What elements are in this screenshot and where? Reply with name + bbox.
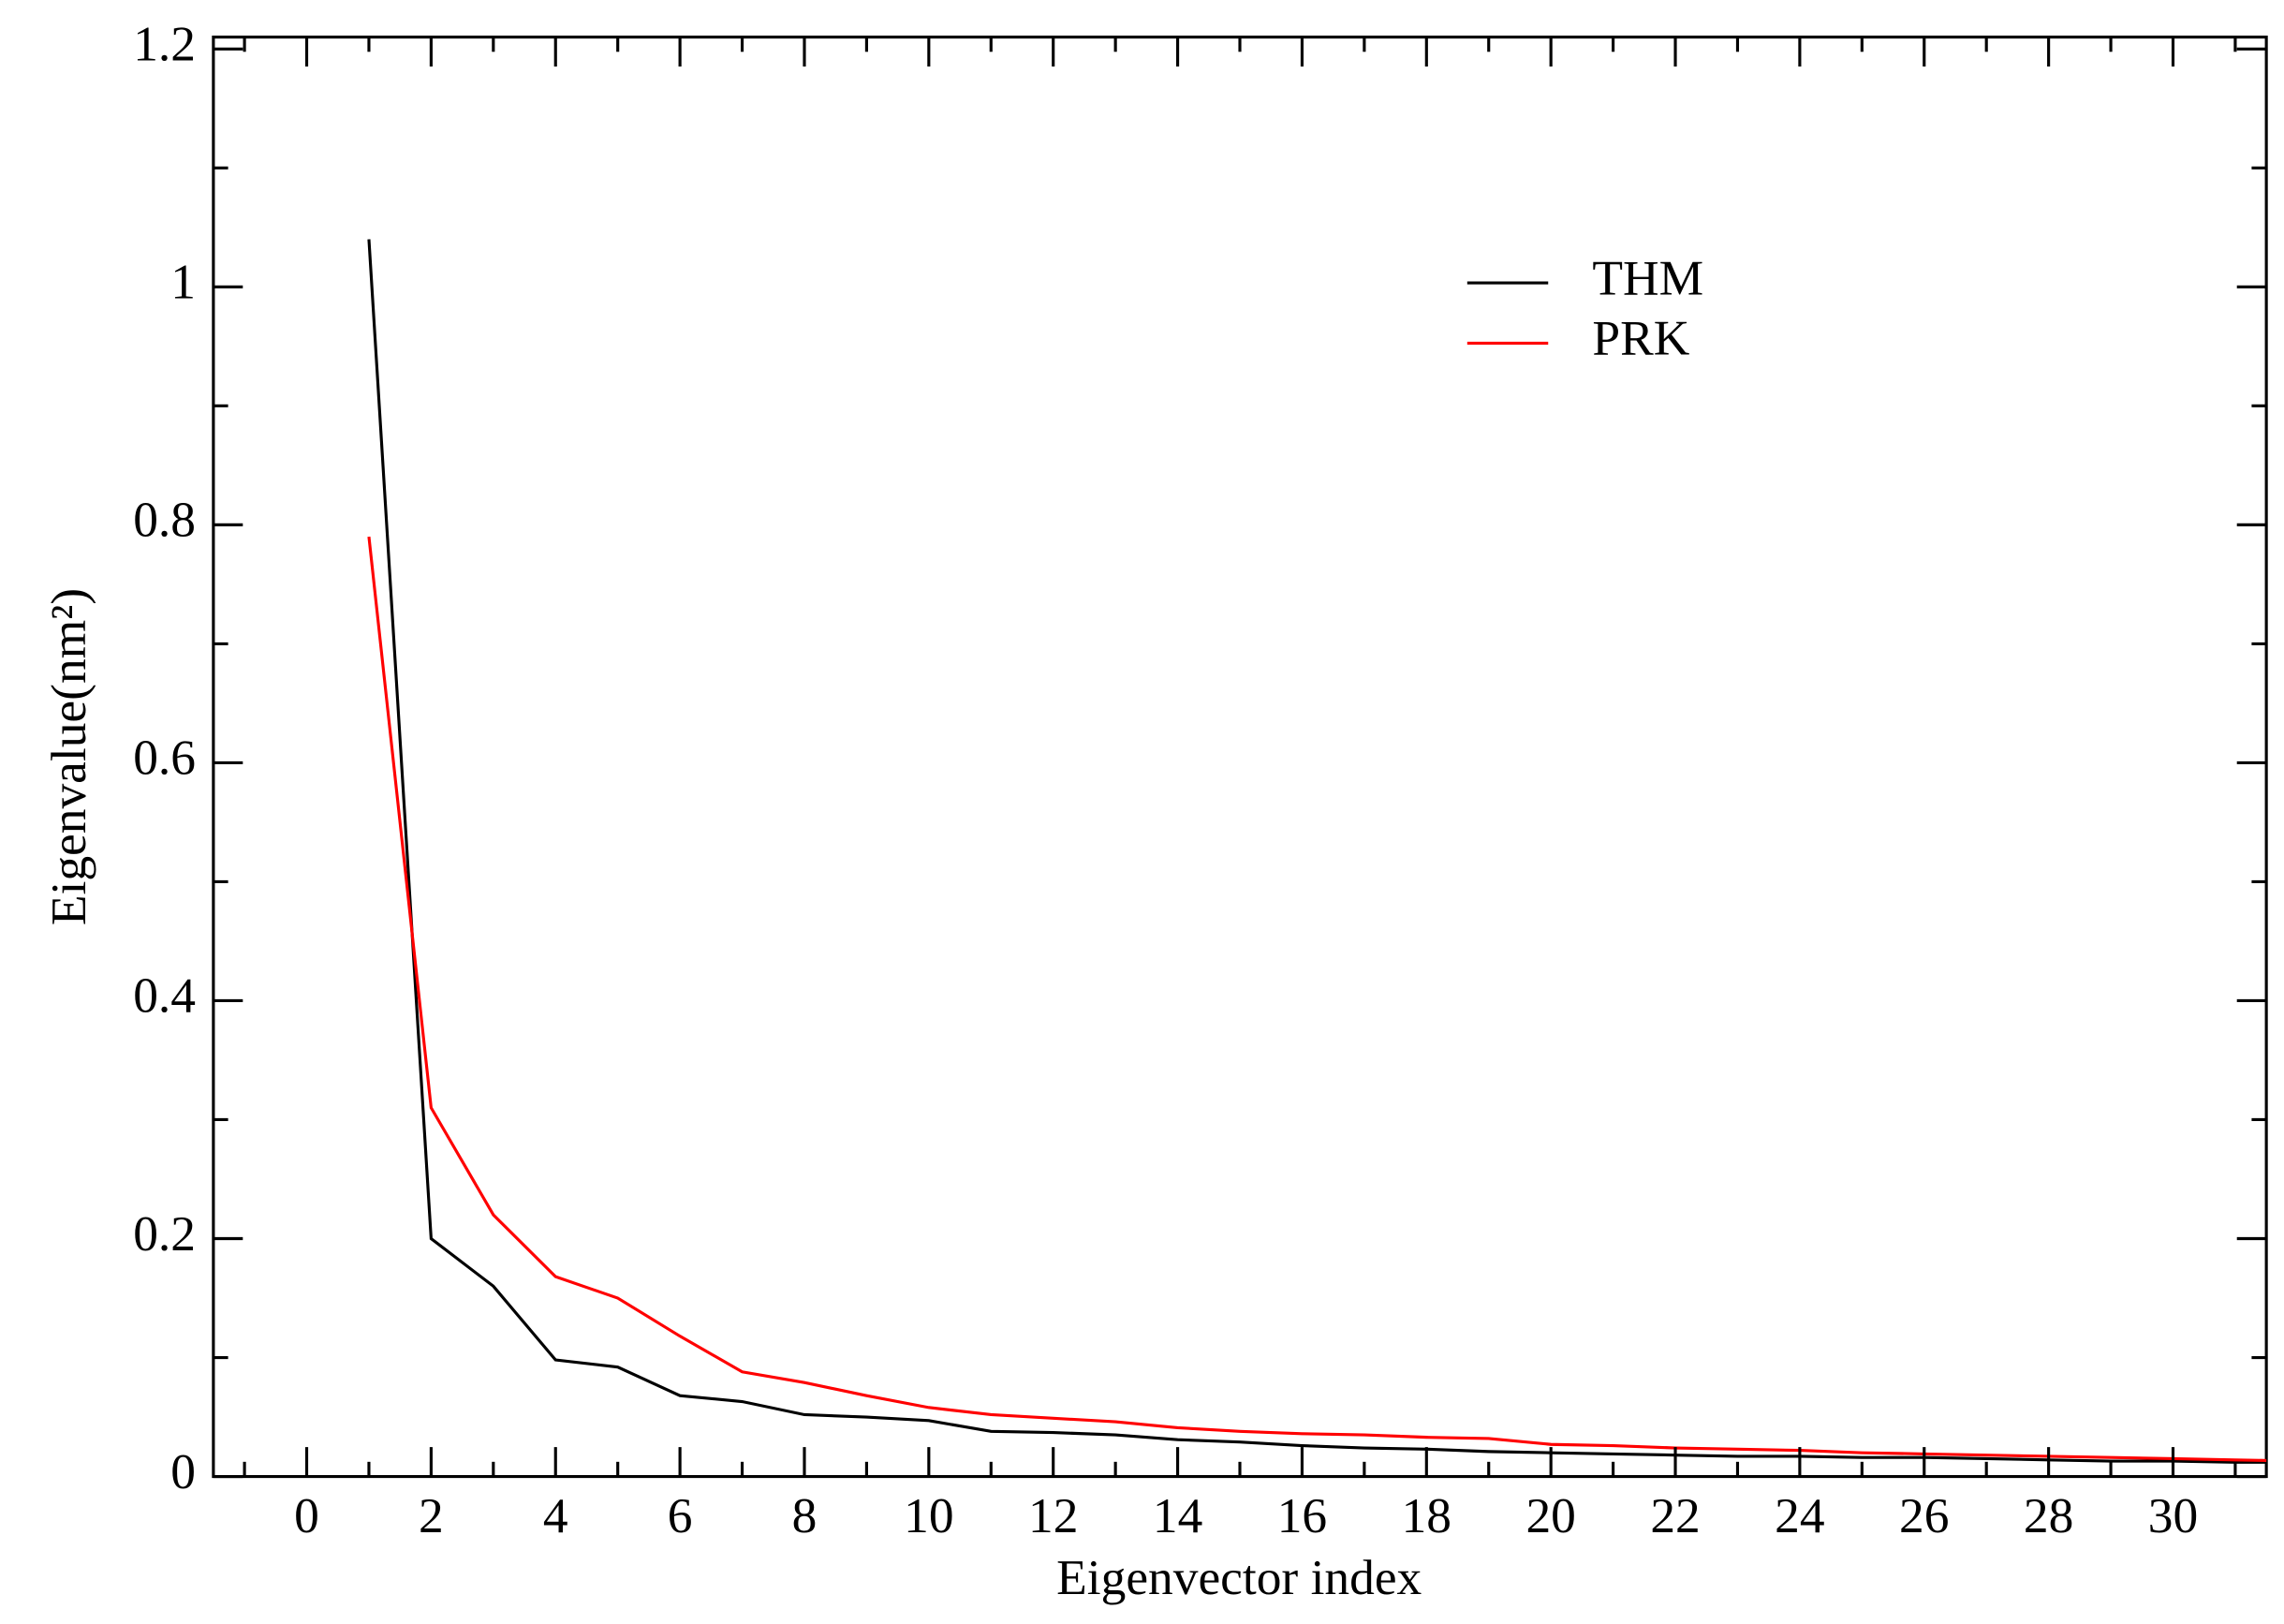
series-line xyxy=(367,239,2267,1464)
x-tick-label: 22 xyxy=(1650,1487,1700,1543)
x-tick-label: 24 xyxy=(1775,1487,1824,1543)
plot-frame xyxy=(212,36,2268,1479)
plot-area xyxy=(367,239,2267,1464)
x-tick-label: 0 xyxy=(294,1487,319,1543)
series-line xyxy=(367,536,2267,1462)
y-tick-label: 0.4 xyxy=(133,967,196,1024)
x-tick-label: 12 xyxy=(1028,1487,1078,1543)
x-tick-label: 2 xyxy=(419,1487,444,1543)
y-tick-label: 0.8 xyxy=(133,492,196,548)
legend-label: THM xyxy=(1592,249,1703,305)
x-tick-label: 18 xyxy=(1402,1487,1451,1543)
y-axis-label: Eigenvalue(nm²) xyxy=(40,588,96,925)
x-tick-label: 6 xyxy=(668,1487,693,1543)
legend-label: PRK xyxy=(1592,310,1689,366)
y-tick-label: 0 xyxy=(170,1443,196,1499)
x-tick-label: 28 xyxy=(2024,1487,2073,1543)
x-tick-label: 20 xyxy=(1525,1487,1575,1543)
x-tick-label: 16 xyxy=(1277,1487,1327,1543)
x-tick-label: 14 xyxy=(1153,1487,1202,1543)
x-tick-label: 30 xyxy=(2148,1487,2198,1543)
y-tick-label: 1.2 xyxy=(133,16,196,72)
x-tick-label: 10 xyxy=(904,1487,953,1543)
x-tick-label: 4 xyxy=(543,1487,568,1543)
x-tick-label: 26 xyxy=(1899,1487,1949,1543)
y-tick-label: 1 xyxy=(170,254,196,310)
x-tick-label: 8 xyxy=(792,1487,818,1543)
y-tick-label: 0.6 xyxy=(133,730,196,786)
x-axis-label: Eigenvector index xyxy=(1056,1549,1422,1605)
y-tick-label: 0.2 xyxy=(133,1205,196,1262)
